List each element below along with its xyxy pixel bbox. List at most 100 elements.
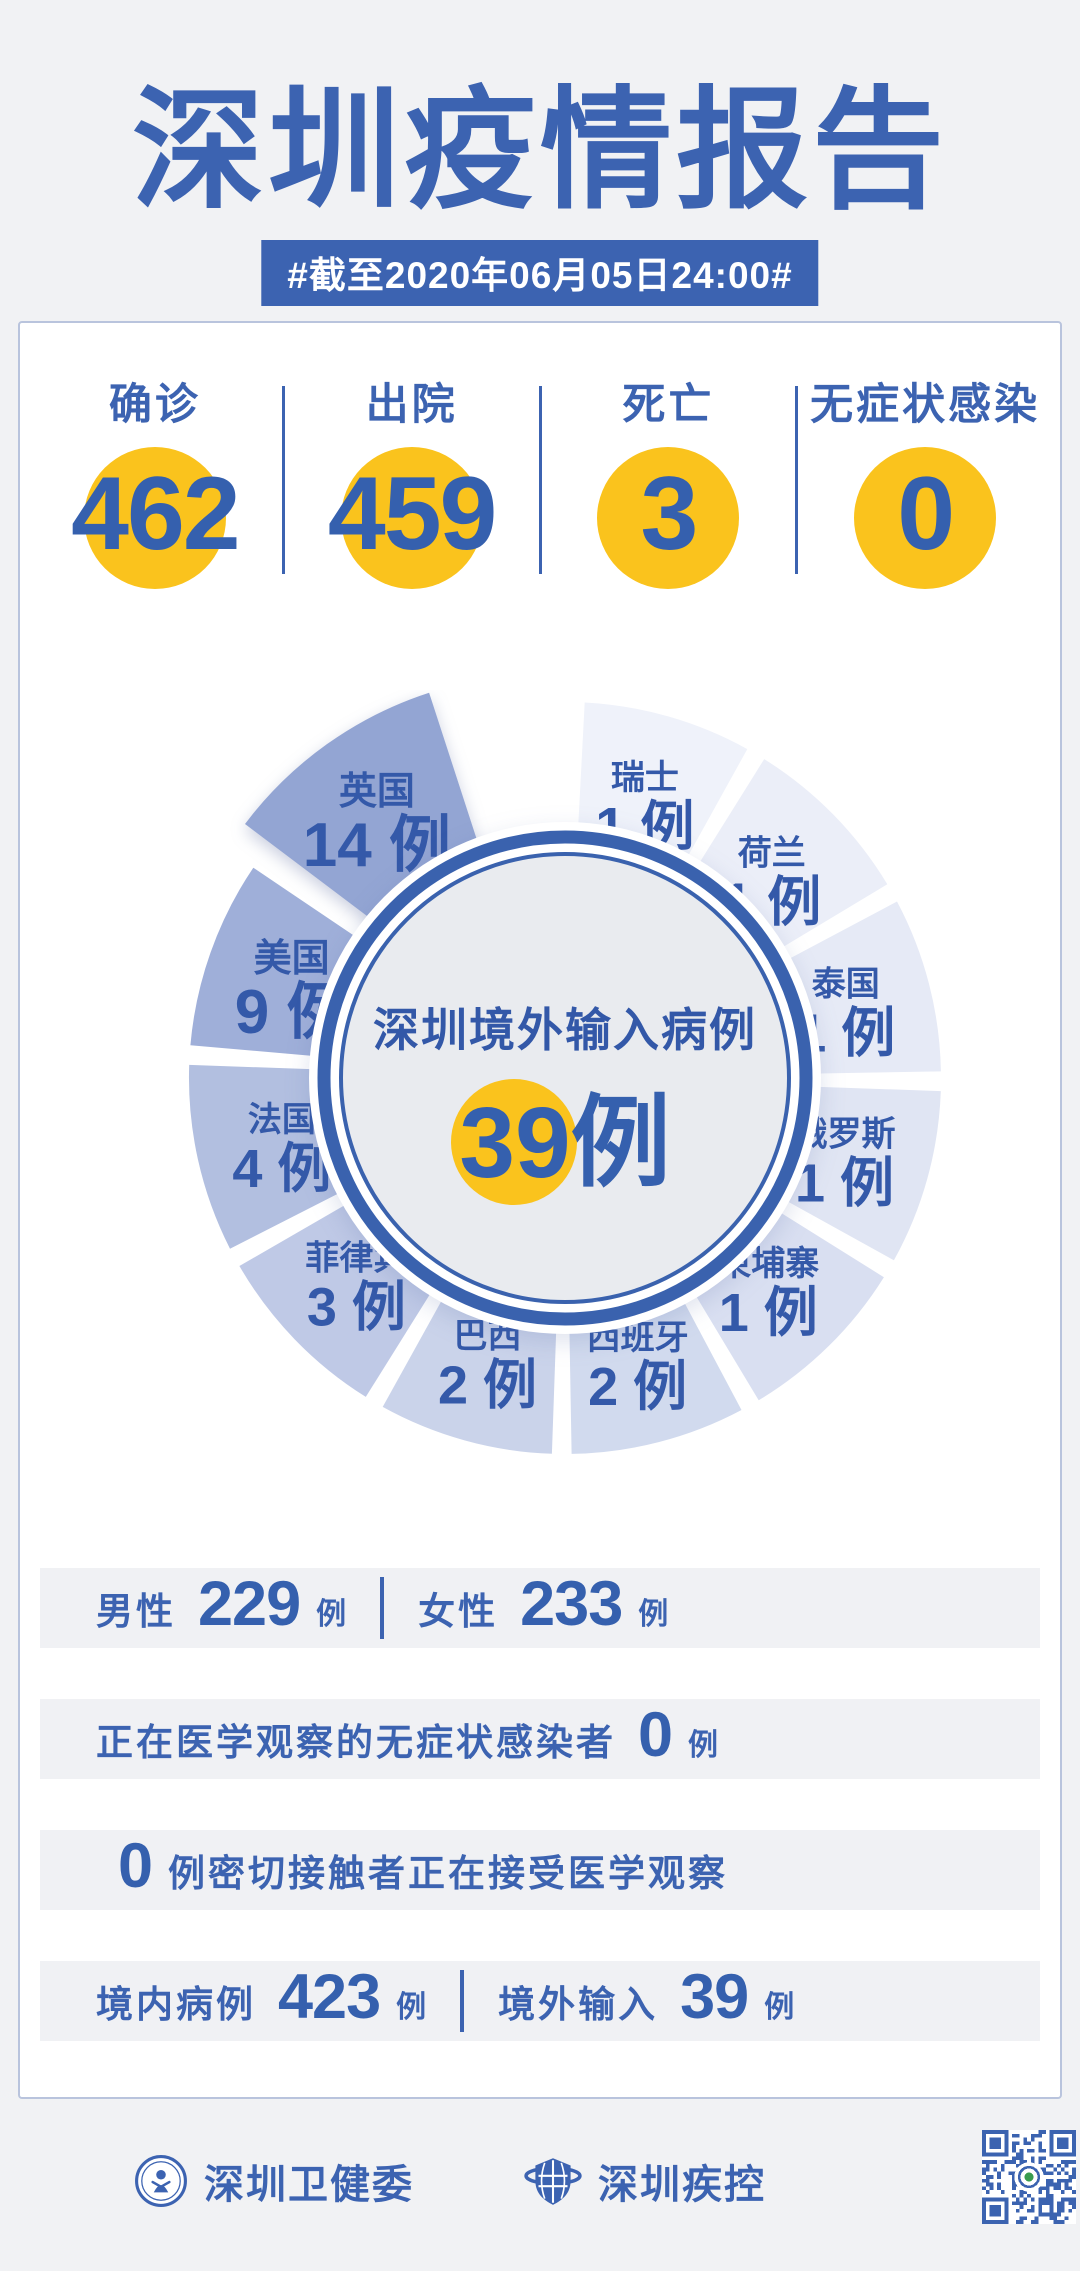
date-badge: #截至2020年06月05日24:00# bbox=[261, 240, 819, 306]
qr-module bbox=[1027, 2148, 1031, 2153]
qr-module bbox=[997, 2175, 1001, 2179]
qr-module bbox=[1004, 2160, 1009, 2164]
qr-module bbox=[1038, 2212, 1043, 2217]
qr-module bbox=[1012, 2178, 1016, 2183]
qr-module bbox=[1049, 2197, 1054, 2202]
qr-module bbox=[1053, 2216, 1058, 2221]
pie-center-thin-ring bbox=[339, 852, 791, 1304]
qr-module bbox=[1064, 2216, 1069, 2221]
pie-center-value-number: 39 bbox=[459, 1087, 570, 1199]
stat-label: 无症状感染 bbox=[810, 381, 1041, 429]
qr-module bbox=[1049, 2212, 1054, 2217]
stat-value: 462 bbox=[71, 456, 241, 573]
qr-module bbox=[1038, 2133, 1043, 2138]
pie-center-value-unit: 例 bbox=[571, 1087, 671, 1199]
pie-center-value: 39例 bbox=[459, 1087, 670, 1199]
qr-module bbox=[1064, 2171, 1069, 2176]
qr-module bbox=[1034, 2133, 1039, 2138]
pie-slice-name: 荷兰 bbox=[738, 835, 806, 873]
qr-module bbox=[1038, 2205, 1043, 2209]
qr-module bbox=[1060, 2220, 1065, 2224]
qr-module bbox=[1057, 2137, 1069, 2149]
qr-module bbox=[1053, 2167, 1058, 2172]
qr-module bbox=[1019, 2201, 1024, 2206]
pie-center-thick-ring bbox=[317, 830, 813, 1326]
qr-module bbox=[1049, 2208, 1054, 2213]
qr-module bbox=[1015, 2201, 1020, 2206]
qr-module bbox=[1019, 2152, 1024, 2157]
qr-module bbox=[1038, 2141, 1043, 2146]
qr-module bbox=[1057, 2220, 1061, 2224]
qr-module bbox=[1042, 2201, 1046, 2206]
qr-module bbox=[1030, 2160, 1035, 2164]
pie-slice-value: 4 例 bbox=[232, 1139, 331, 1199]
qr-module bbox=[1012, 2148, 1016, 2153]
qr-module bbox=[982, 2178, 986, 2183]
qr-module bbox=[1068, 2175, 1073, 2179]
page-title: 深圳疫情报告 bbox=[132, 77, 948, 224]
qr-module bbox=[1027, 2193, 1031, 2198]
qr-module bbox=[982, 2186, 986, 2191]
qr-module bbox=[1012, 2175, 1016, 2179]
qr-module bbox=[1057, 2182, 1061, 2187]
qr-module bbox=[1045, 2212, 1050, 2217]
qr-module bbox=[985, 2190, 990, 2194]
summary-row-3: 0 例密切接触者正在接受医学观察 bbox=[40, 1830, 1040, 1910]
qr-module bbox=[1027, 2208, 1031, 2213]
pie-center: 深圳境外输入病例 39例 bbox=[309, 822, 821, 1334]
stat-label: 出院 bbox=[365, 381, 458, 429]
qr-module bbox=[1045, 2163, 1050, 2168]
row-label: 例密切接触者正在接受医学观察 bbox=[168, 1853, 729, 1894]
qr-module bbox=[1057, 2201, 1061, 2206]
pie-slice-value: 2 例 bbox=[588, 1357, 687, 1417]
row-unit: 例 bbox=[396, 1991, 427, 2024]
qr-module bbox=[989, 2137, 1001, 2149]
qr-module bbox=[982, 2160, 986, 2164]
qr-module bbox=[1042, 2156, 1046, 2161]
pie-slice-name: 美国 bbox=[254, 938, 330, 980]
qr-module bbox=[1053, 2220, 1058, 2224]
row-divider bbox=[460, 1970, 465, 2032]
row-label: 境外输入 bbox=[498, 1984, 659, 2025]
row-unit: 例 bbox=[638, 1598, 669, 1631]
qr-module bbox=[1060, 2167, 1065, 2172]
qr-module bbox=[1057, 2205, 1061, 2209]
qr-module bbox=[1064, 2163, 1069, 2168]
row-number: 0 bbox=[638, 1700, 673, 1770]
qr-module bbox=[1012, 2133, 1016, 2138]
qr-module bbox=[1042, 2130, 1046, 2134]
stat-2: 出院 459 bbox=[285, 381, 539, 590]
qr-module bbox=[1019, 2156, 1024, 2161]
qr-module bbox=[1057, 2178, 1061, 2183]
qr-module bbox=[997, 2182, 1001, 2187]
row-label: 男性 bbox=[96, 1591, 176, 1632]
shenzhen-health-commission-logo-icon bbox=[135, 2155, 187, 2207]
qr-module bbox=[1045, 2186, 1050, 2191]
qr-module bbox=[1034, 2220, 1039, 2224]
qr-module bbox=[1049, 2216, 1054, 2221]
pie-slice-value: 2 例 bbox=[438, 1356, 537, 1416]
qr-module bbox=[1023, 2137, 1028, 2142]
shenzhen-cdc-logo-icon bbox=[524, 2158, 582, 2205]
qr-module bbox=[1019, 2216, 1024, 2221]
qr-module bbox=[1064, 2197, 1069, 2202]
qr-module bbox=[1030, 2220, 1035, 2224]
qr-module bbox=[1064, 2186, 1069, 2191]
qr-module bbox=[1057, 2163, 1061, 2168]
pie-center-highlight-circle bbox=[451, 1079, 577, 1205]
qr-code bbox=[982, 2130, 1076, 2224]
qr-module bbox=[1072, 2167, 1076, 2172]
stat-value: 0 bbox=[897, 456, 955, 573]
qr-module bbox=[1012, 2186, 1016, 2191]
pie-slice-value: 1 例 bbox=[795, 1154, 894, 1214]
qr-module bbox=[985, 2163, 990, 2168]
row-label: 女性 bbox=[418, 1591, 499, 1632]
qr-module bbox=[1057, 2171, 1061, 2176]
qr-module bbox=[985, 2160, 990, 2164]
qr-module bbox=[985, 2167, 990, 2172]
pie-slice-name: 英国 bbox=[339, 771, 415, 813]
summary-rows: 男性 229 例女性 233 例正在医学观察的无症状感染者 0 例 0 例密切接触者正在接受医学… bbox=[40, 1568, 1040, 2092]
qr-module bbox=[1038, 2197, 1043, 2202]
pie-chart: 瑞士1 例荷兰1 例泰国1 例俄罗斯1 例柬埔寨1 例西班牙2 例巴西2 例菲律… bbox=[188, 692, 941, 1454]
